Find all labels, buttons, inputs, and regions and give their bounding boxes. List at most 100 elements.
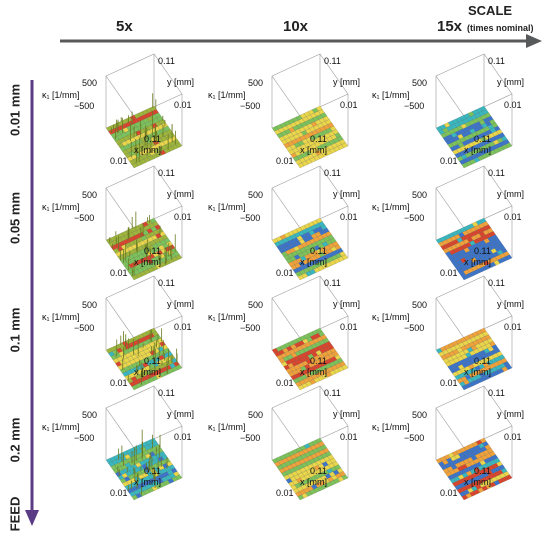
z-tick-bottom: −500: [74, 101, 95, 111]
x-axis-label: x [mm]: [464, 257, 491, 267]
plot-box: [435, 275, 513, 390]
surface-svg: [435, 53, 513, 169]
x-tick-left: 0.01: [440, 268, 458, 278]
z-tick-bottom: −500: [404, 213, 425, 223]
z-tick-top: 500: [412, 300, 428, 310]
y-tick-bottom: 0.01: [174, 100, 192, 110]
y-tick-bottom: 0.01: [504, 322, 522, 332]
y-tick-top: 0.11: [488, 168, 505, 178]
z-tick-bottom: −500: [240, 213, 261, 223]
surface-svg: [105, 165, 183, 281]
surface-plot-row2-col3: 500 κ₁ [1/mm] −500 0.11 y [mm] 0.01 0.11 x [mm]…: [372, 165, 524, 288]
surface-mesh: [105, 327, 183, 391]
surface-mesh: [435, 437, 513, 501]
row-label-0.1: 0.1 mm: [7, 307, 23, 353]
y-tick-top: 0.11: [324, 388, 341, 398]
y-axis-label: y [mm]: [333, 299, 360, 309]
surface-mesh: [435, 105, 513, 169]
surface-plot-row4-col3: 500 κ₁ [1/mm] −500 0.11 y [mm] 0.01 0.11 x [mm]…: [372, 385, 524, 508]
row-label-0.01: 0.01 mm: [7, 83, 23, 137]
x-tick-right: 0.11: [144, 134, 161, 144]
x-tick-right: 0.11: [310, 356, 327, 366]
surface-svg: [271, 275, 349, 391]
surface-mesh: [435, 217, 513, 281]
x-axis-label: x [mm]: [134, 477, 161, 487]
x-tick-right: 0.11: [474, 466, 491, 476]
feed-arrow-head: [25, 510, 39, 526]
z-axis-label: κ₁ [1/mm]: [42, 202, 80, 212]
surface-mesh: [271, 327, 349, 391]
x-axis-label: x [mm]: [300, 145, 327, 155]
x-tick-left: 0.01: [440, 378, 458, 388]
plot-box: [435, 53, 513, 168]
surface-svg: [435, 385, 513, 501]
x-axis-label: x [mm]: [300, 367, 327, 377]
x-tick-right: 0.11: [474, 356, 491, 366]
z-tick-bottom: −500: [240, 323, 261, 333]
x-tick-left: 0.01: [110, 156, 128, 166]
column-header-5x: 5x: [116, 18, 133, 35]
x-tick-right: 0.11: [310, 246, 327, 256]
y-axis-label: y [mm]: [167, 77, 194, 87]
surface-plot-row2-col2: 500 κ₁ [1/mm] −500 0.11 y [mm] 0.01 0.11 x [mm]…: [208, 165, 360, 288]
z-axis-label: κ₁ [1/mm]: [208, 202, 246, 212]
z-tick-top: 500: [412, 190, 428, 200]
z-tick-bottom: −500: [404, 101, 425, 111]
surface-plot-row4-col2: 500 κ₁ [1/mm] −500 0.11 y [mm] 0.01 0.11 x [mm]…: [208, 385, 360, 508]
surface-svg: [105, 275, 183, 391]
scale-subtitle: (times nominal): [467, 23, 534, 33]
surface-svg: [435, 165, 513, 281]
x-axis-label: x [mm]: [134, 367, 161, 377]
x-tick-right: 0.11: [474, 134, 491, 144]
y-axis-label: y [mm]: [333, 77, 360, 87]
surface-mesh: [271, 105, 349, 169]
z-tick-bottom: −500: [74, 433, 95, 443]
z-axis-label: κ₁ [1/mm]: [372, 312, 410, 322]
z-tick-top: 500: [82, 300, 98, 310]
row-label-0.05: 0.05 mm: [7, 191, 23, 245]
z-tick-bottom: −500: [404, 433, 425, 443]
scale-arrow-head: [526, 34, 542, 48]
y-axis-label: y [mm]: [167, 409, 194, 419]
y-axis-label: y [mm]: [497, 299, 524, 309]
y-axis-label: y [mm]: [167, 299, 194, 309]
z-tick-bottom: −500: [74, 213, 95, 223]
y-tick-bottom: 0.01: [504, 212, 522, 222]
x-axis-label: x [mm]: [300, 477, 327, 487]
x-tick-left: 0.01: [276, 488, 294, 498]
column-header-15x: 15x: [437, 18, 463, 35]
y-tick-top: 0.11: [158, 388, 175, 398]
z-axis-label: κ₁ [1/mm]: [208, 422, 246, 432]
z-tick-top: 500: [248, 190, 264, 200]
x-tick-right: 0.11: [474, 246, 491, 256]
feed-label: FEED: [7, 496, 23, 532]
x-tick-right: 0.11: [144, 246, 161, 256]
z-axis-label: κ₁ [1/mm]: [42, 422, 80, 432]
surface-plot-row3-col3: 500 κ₁ [1/mm] −500 0.11 y [mm] 0.01 0.11 x [mm]…: [372, 275, 524, 398]
surface-mesh: [435, 327, 513, 391]
x-tick-right: 0.11: [144, 356, 161, 366]
z-tick-bottom: −500: [404, 323, 425, 333]
x-tick-left: 0.01: [440, 488, 458, 498]
z-tick-top: 500: [248, 410, 264, 420]
surface-mesh: [271, 437, 349, 501]
surface-spikes: [117, 429, 168, 496]
row-label-0.2: 0.2 mm: [7, 417, 23, 463]
z-axis-label: κ₁ [1/mm]: [372, 202, 410, 212]
y-axis-label: y [mm]: [167, 189, 194, 199]
y-axis-label: y [mm]: [333, 409, 360, 419]
x-axis-label: x [mm]: [464, 367, 491, 377]
surface-plot-row2-col1: 500 κ₁ [1/mm] −500 0.11 y [mm] 0.01 0.11 x [mm]…: [42, 165, 194, 288]
x-tick-left: 0.01: [440, 156, 458, 166]
plot-box: [105, 53, 183, 168]
y-tick-bottom: 0.01: [340, 212, 358, 222]
y-tick-bottom: 0.01: [174, 322, 192, 332]
z-tick-top: 500: [82, 190, 98, 200]
x-tick-right: 0.11: [310, 466, 327, 476]
y-tick-bottom: 0.01: [340, 432, 358, 442]
z-axis-label: κ₁ [1/mm]: [208, 312, 246, 322]
surface-svg: [271, 165, 349, 281]
x-tick-left: 0.01: [110, 488, 128, 498]
z-tick-top: 500: [412, 78, 428, 88]
